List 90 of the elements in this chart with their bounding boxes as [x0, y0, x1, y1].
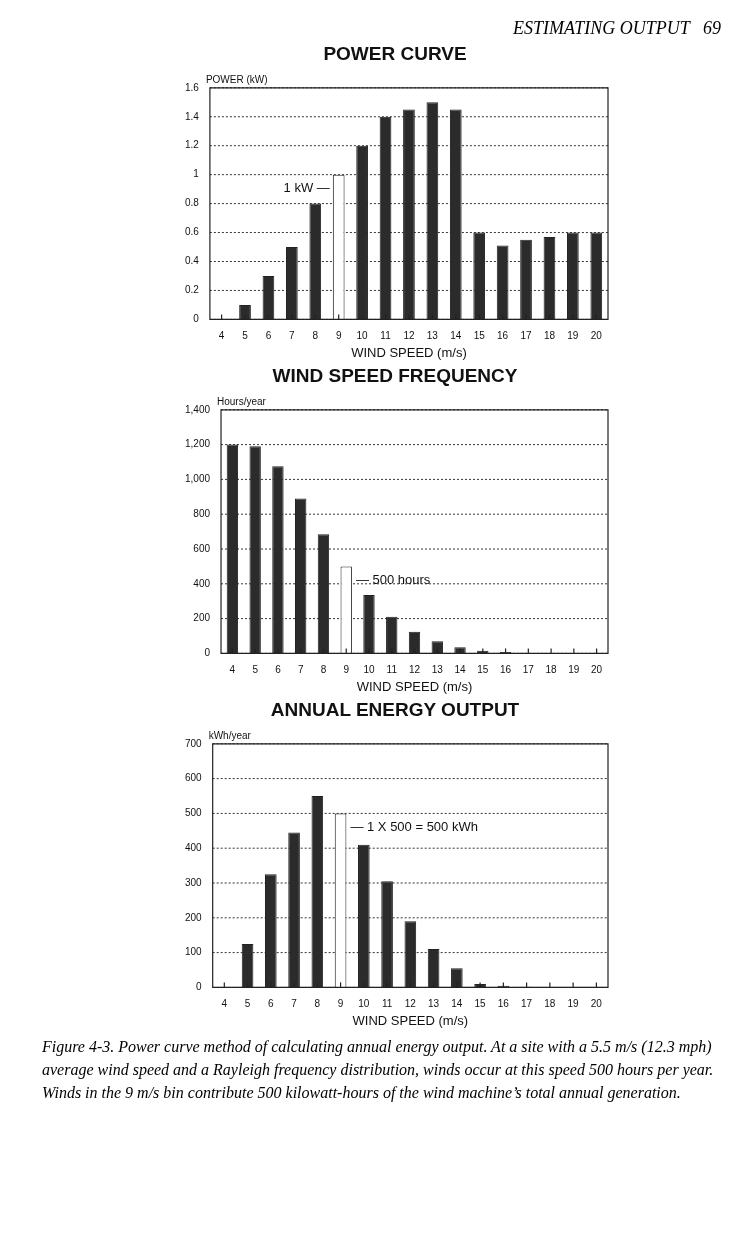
x-tick-label: 14: [450, 330, 462, 342]
y-tick-label: 300: [185, 876, 203, 888]
x-tick-label: 13: [428, 998, 440, 1010]
x-tick-label: 11: [380, 330, 392, 342]
y-tick-label: 200: [185, 911, 203, 923]
x-axis-title: WIND SPEED (m/s): [352, 1012, 469, 1028]
y-tick-label: 1.6: [185, 81, 200, 93]
x-tick-label: 5: [252, 664, 259, 676]
x-tick-label: 10: [358, 998, 370, 1010]
x-tick-label: 9: [343, 664, 350, 676]
x-tick-label: 20: [591, 664, 603, 676]
x-tick-label: 13: [431, 664, 444, 676]
x-tick-label: 20: [590, 330, 603, 342]
x-tick-label: 16: [497, 998, 510, 1010]
annotation: 1 kW —: [283, 180, 330, 196]
text: ESTIMATING OUTPUT 69: [511, 17, 722, 39]
y-tick-label: 0: [196, 981, 203, 993]
x-tick-label: 18: [543, 330, 556, 342]
x-tick-label: 7: [289, 330, 296, 342]
x-tick-label: 11: [386, 664, 398, 676]
y-tick-label: 1.2: [185, 139, 200, 151]
y-axis-title: POWER (kW): [205, 73, 268, 85]
x-tick-label: 6: [268, 998, 275, 1010]
x-tick-label: 8: [320, 664, 327, 676]
y-tick-label: 200: [193, 612, 211, 624]
x-axis-title: WIND SPEED (m/s): [356, 678, 473, 694]
y-tick-label: 1,000: [184, 473, 211, 485]
y-axis-title: Hours/year: [217, 395, 267, 407]
x-tick-label: 19: [568, 664, 580, 676]
x-tick-label: 19: [567, 998, 580, 1010]
chart-title: ANNUAL ENERGY OUTPUT: [270, 698, 520, 720]
x-tick-label: 15: [474, 998, 487, 1010]
y-tick-label: 800: [193, 507, 211, 519]
x-tick-label: 4: [218, 330, 225, 342]
x-tick-label: 12: [404, 998, 417, 1010]
x-tick-label: 19: [567, 330, 579, 342]
x-tick-label: 18: [545, 664, 558, 676]
y-tick-label: 700: [185, 737, 203, 749]
x-tick-label: 9: [335, 330, 342, 342]
annotation: — 1 X 500 = 500 kWh: [350, 818, 478, 834]
y-tick-label: 0.2: [185, 284, 200, 296]
y-tick-label: 400: [185, 841, 203, 853]
x-tick-label: 17: [522, 664, 535, 676]
x-tick-label: 9: [337, 998, 344, 1010]
x-tick-label: 12: [408, 664, 421, 676]
x-tick-label: 8: [312, 330, 319, 342]
y-tick-label: 400: [193, 577, 211, 589]
y-tick-label: 1,400: [184, 403, 211, 415]
x-tick-label: 17: [521, 998, 533, 1010]
y-tick-label: 600: [185, 772, 203, 784]
y-axis-title: kWh/year: [208, 729, 252, 741]
y-tick-label: 0.4: [185, 255, 200, 267]
y-tick-label: 600: [193, 542, 211, 554]
y-tick-label: 0: [204, 647, 211, 659]
chart-title: POWER CURVE: [323, 42, 467, 64]
x-tick-label: 18: [544, 998, 556, 1010]
y-tick-label: 1,200: [184, 438, 211, 450]
x-tick-label: 16: [500, 664, 512, 676]
y-tick-label: 0: [193, 313, 200, 325]
x-tick-label: 11: [381, 998, 393, 1010]
chart-title: WIND SPEED FREQUENCY: [272, 364, 518, 386]
x-tick-label: 5: [242, 330, 249, 342]
x-tick-label: 8: [314, 998, 321, 1010]
y-tick-label: 0.8: [185, 197, 200, 209]
annotation: — 500 hours: [355, 571, 431, 587]
y-tick-label: 1.4: [185, 110, 200, 122]
x-tick-label: 20: [590, 998, 603, 1010]
x-tick-label: 7: [297, 664, 304, 676]
x-tick-label: 7: [291, 998, 298, 1010]
y-tick-label: 1: [193, 168, 200, 180]
x-axis-title: WIND SPEED (m/s): [351, 344, 467, 360]
y-tick-label: 500: [185, 807, 203, 819]
caption: Figure 4-3. Power curve method of calculating annual energy output. At a site with a 5.5 m/s (12.3 mph) average wind speed and a Rayleigh frequency distribution, winds occur at this speed 500 hours per year. Winds in the 9 m/s bin contribute 500 kilowatt-hours of the wind machine’s total annual generation.: [41, 1037, 715, 1104]
x-tick-label: 4: [221, 998, 228, 1010]
x-tick-label: 15: [477, 664, 489, 676]
x-tick-label: 16: [497, 330, 509, 342]
x-tick-label: 10: [363, 664, 375, 676]
x-tick-label: 4: [229, 664, 236, 676]
x-tick-label: 6: [275, 664, 282, 676]
x-tick-label: 13: [426, 330, 439, 342]
x-tick-label: 5: [244, 998, 251, 1010]
y-tick-label: 0.6: [185, 226, 200, 238]
x-tick-label: 6: [265, 330, 272, 342]
x-tick-label: 15: [473, 330, 486, 342]
y-tick-label: 100: [185, 946, 203, 958]
x-tick-label: 14: [454, 664, 467, 676]
x-tick-label: 10: [356, 330, 369, 342]
x-tick-label: 17: [520, 330, 533, 342]
x-tick-label: 14: [451, 998, 463, 1010]
x-tick-label: 12: [403, 330, 415, 342]
